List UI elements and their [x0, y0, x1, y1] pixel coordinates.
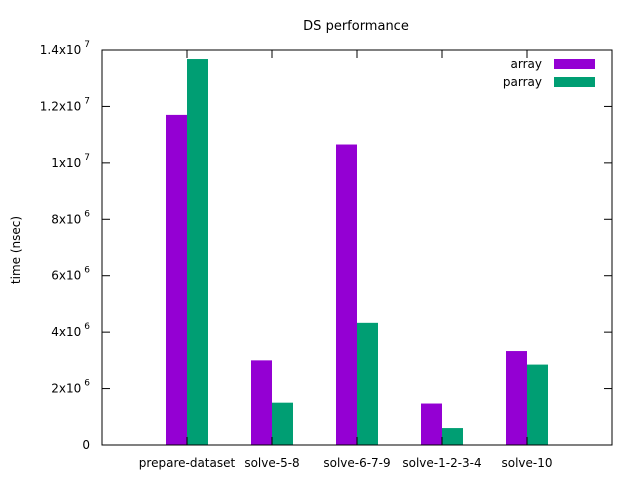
y-tick-label: 1x10 7	[51, 153, 90, 170]
bar-array-solve-5-8	[251, 360, 272, 445]
x-tick-label: solve-6-7-9	[323, 456, 390, 470]
bar-parray-solve-5-8	[272, 402, 293, 445]
y-tick-label: 2x10 6	[51, 379, 90, 396]
x-tick-label: solve-10	[501, 456, 552, 470]
bar-array-solve-1-2-3-4	[421, 403, 442, 445]
x-tick-label: solve-1-2-3-4	[402, 456, 481, 470]
legend-label-parray: parray	[503, 75, 542, 89]
y-tick-label: 1.2x10 7	[40, 96, 90, 113]
x-tick-label: solve-5-8	[244, 456, 299, 470]
bars-group	[166, 59, 548, 446]
y-tick-label: 0	[82, 438, 90, 452]
y-tick-label: 6x10 6	[51, 266, 90, 283]
x-axis-ticks: prepare-dataset solve-5-8 solve-6-7-9 solve…	[139, 50, 553, 470]
bar-parray-solve-6-7-9	[357, 322, 378, 445]
y-axis-ticks: 0 2x10 6 4x10 6 6x10 6 8x10 6 1x10 7 1.2x10 7 1.4x10 7	[40, 40, 612, 452]
bar-parray-solve-1-2-3-4	[442, 428, 463, 445]
bar-array-solve-6-7-9	[336, 144, 357, 445]
x-tick-label: prepare-dataset	[139, 456, 236, 470]
legend-label-array: array	[511, 57, 542, 71]
bar-array-solve-10	[506, 351, 527, 445]
y-axis-label: time (nsec)	[9, 216, 23, 284]
bar-array-prepare-dataset	[166, 114, 187, 446]
y-tick-label: 8x10 6	[51, 209, 90, 226]
y-tick-label: 1.4x10 7	[40, 40, 90, 57]
bar-parray-prepare-dataset	[187, 59, 208, 446]
legend-swatch-array	[554, 59, 595, 69]
legend: array parray	[503, 57, 595, 89]
y-tick-label: 4x10 6	[51, 322, 90, 339]
bar-parray-solve-10	[527, 364, 548, 445]
legend-swatch-parray	[554, 77, 595, 87]
chart-title: DS performance	[303, 19, 409, 34]
